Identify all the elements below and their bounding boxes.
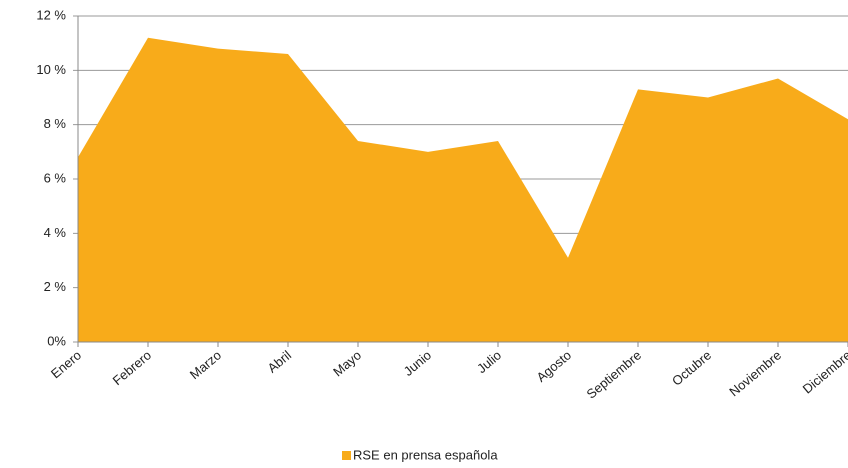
- x-tick-label: Septiembre: [584, 347, 645, 401]
- x-tick-label: Julio: [474, 347, 504, 376]
- legend-label: RSE en prensa española: [353, 447, 498, 462]
- x-tick-label: Febrero: [110, 347, 155, 388]
- y-tick-label: 4 %: [44, 225, 67, 240]
- x-tick-label: Abril: [265, 347, 295, 375]
- y-tick-label: 12 %: [36, 7, 66, 22]
- y-tick-label: 6 %: [44, 170, 67, 185]
- x-tick-label: Mayo: [330, 347, 364, 379]
- x-tick-label: Enero: [48, 347, 84, 381]
- y-tick-label: 0%: [47, 333, 66, 348]
- x-tick-label: Marzo: [187, 347, 224, 382]
- x-tick-label: Octubre: [669, 347, 714, 388]
- y-tick-label: 2 %: [44, 279, 67, 294]
- x-tick-label: Junio: [401, 347, 434, 378]
- area: [78, 37, 848, 342]
- y-tick-label: 10 %: [36, 62, 66, 77]
- x-tick-label: Noviembre: [726, 347, 784, 399]
- x-tick-label: Agosto: [533, 347, 574, 385]
- x-tick-label: Diciembre: [800, 347, 848, 396]
- legend-swatch: [342, 451, 351, 460]
- y-tick-label: 8 %: [44, 116, 67, 131]
